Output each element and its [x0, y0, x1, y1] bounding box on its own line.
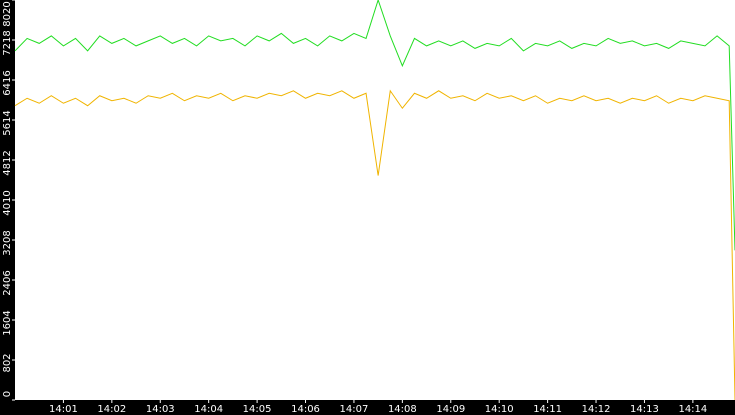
x-tick-label: 14:06 [291, 404, 320, 415]
x-tick-label: 14:04 [194, 404, 223, 415]
x-tick-label: 14:07 [340, 404, 369, 415]
y-tick-label: 7218 [2, 30, 13, 55]
y-tick-label: 3208 [2, 230, 13, 255]
x-tick-label: 14:13 [630, 404, 659, 415]
x-tick-label: 14:05 [243, 404, 272, 415]
plot-area [15, 0, 735, 400]
y-tick-label: 0 [2, 391, 13, 397]
y-tick-label: 4812 [2, 150, 13, 175]
line-series [14, 89, 735, 401]
x-tick-label: 14:14 [678, 404, 707, 415]
y-tick-label: 5614 [2, 110, 13, 135]
y-tick-label: 802 [2, 353, 13, 372]
y-tick-label: 2406 [2, 270, 13, 295]
y-tick-label: 4010 [2, 190, 13, 215]
x-tick-label: 14:02 [97, 404, 126, 415]
x-tick-label: 14:08 [388, 404, 417, 415]
x-tick-label: 14:03 [146, 404, 175, 415]
y-tick-label: 1604 [2, 310, 13, 335]
x-tick-label: 14:10 [485, 404, 514, 415]
x-tick-label: 14:09 [436, 404, 465, 415]
x-tick-label: 14:12 [582, 404, 611, 415]
y-tick-label: 8020 [2, 1, 13, 26]
x-tick-label: 14:11 [533, 404, 562, 415]
x-tick-label: 14:01 [49, 404, 78, 415]
line-series [14, 0, 735, 251]
y-tick-label: 6416 [2, 70, 13, 95]
